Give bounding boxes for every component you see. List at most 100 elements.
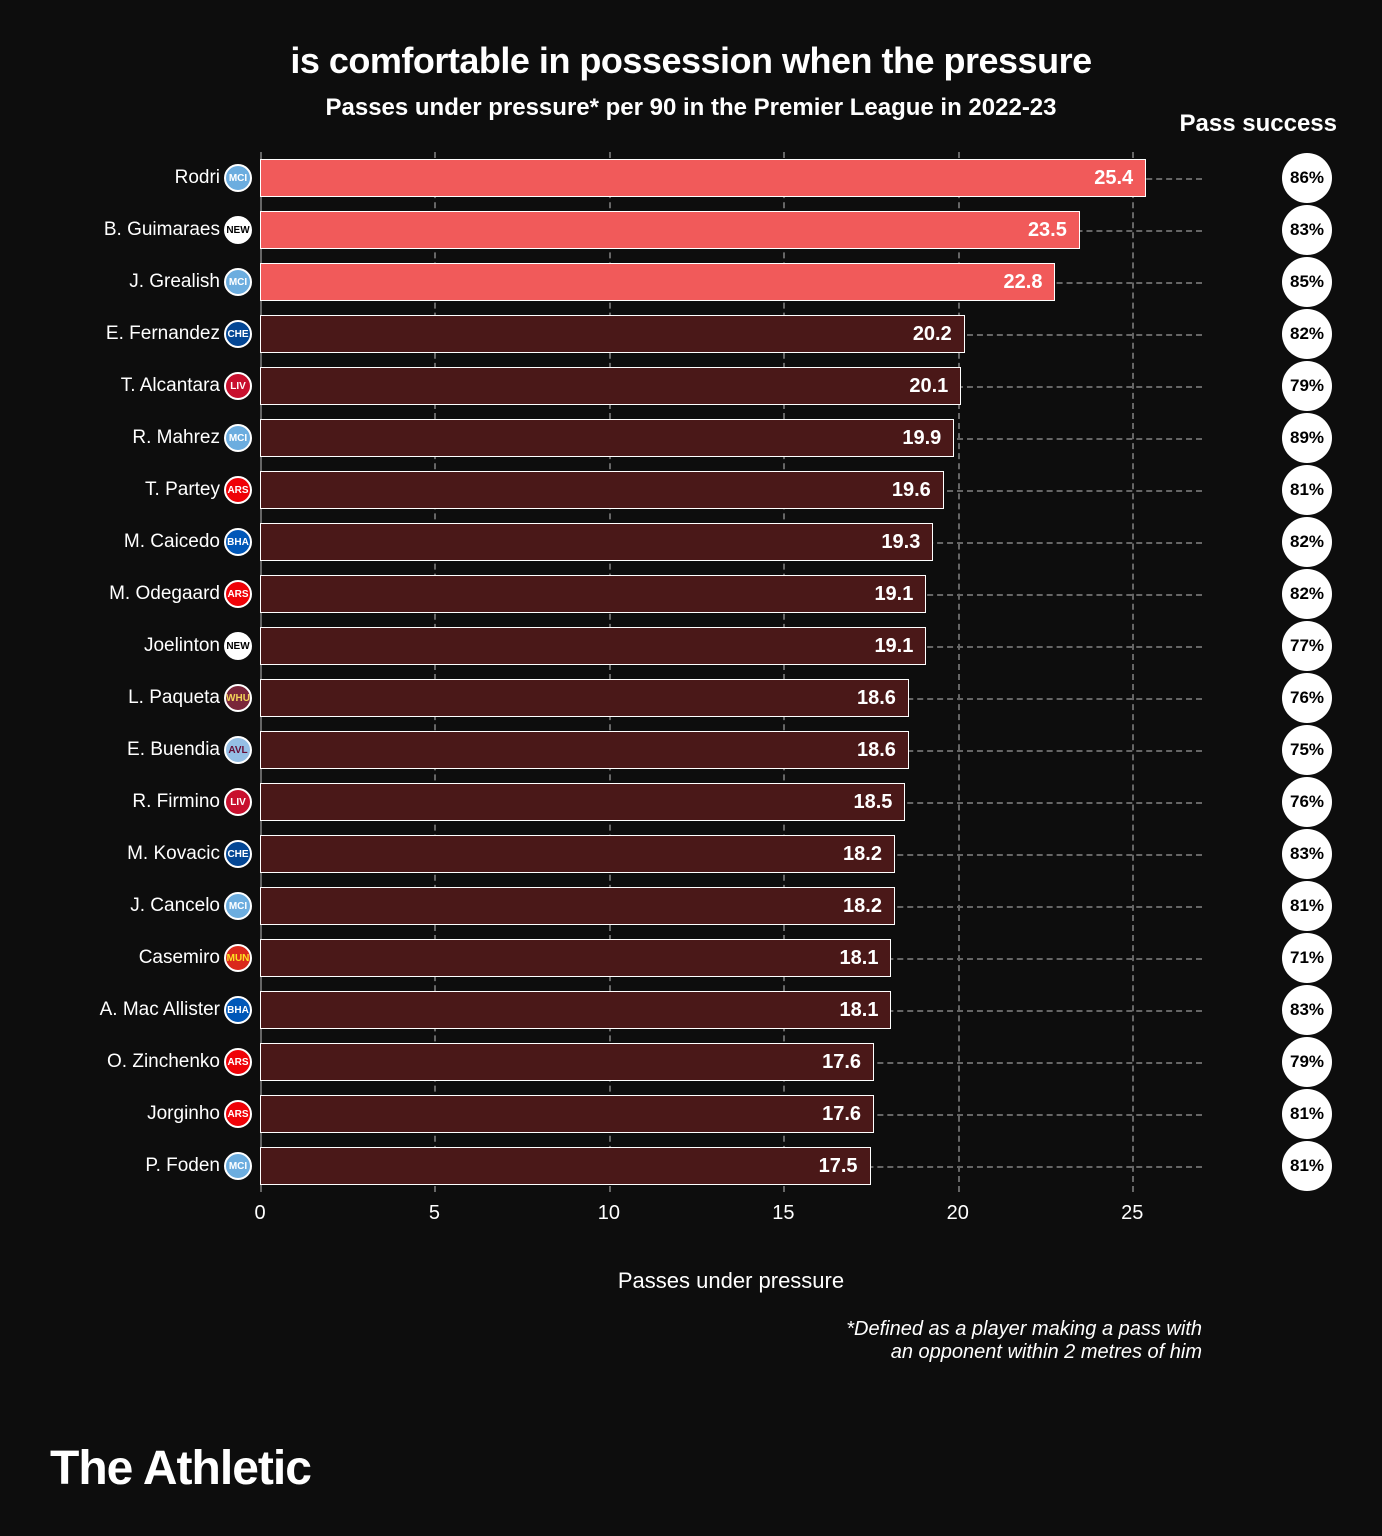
- club-badge-icon: MUN: [224, 944, 252, 972]
- club-badge-icon: BHA: [224, 528, 252, 556]
- pass-success-badge: 81%: [1282, 1089, 1332, 1139]
- player-name: T. Alcantara: [60, 375, 220, 397]
- player-row: RodriMCI25.486%: [260, 152, 1202, 204]
- x-tick-label: 15: [772, 1202, 794, 1225]
- player-name: A. Mac Allister: [60, 999, 220, 1021]
- club-badge-icon: MCI: [224, 164, 252, 192]
- club-badge-icon: NEW: [224, 216, 252, 244]
- club-badge-icon: WHU: [224, 684, 252, 712]
- footnote-line: *Defined as a player making a pass with: [260, 1318, 1202, 1341]
- value-bar: 18.5: [260, 783, 905, 821]
- pass-success-badge: 83%: [1282, 205, 1332, 255]
- pass-success-badge: 82%: [1282, 569, 1332, 619]
- player-name: E. Fernandez: [60, 323, 220, 345]
- player-name: M. Odegaard: [60, 583, 220, 605]
- x-axis-label: Passes under pressure: [260, 1268, 1202, 1294]
- club-badge-icon: BHA: [224, 996, 252, 1024]
- chart-footnote: *Defined as a player making a pass with …: [260, 1318, 1202, 1364]
- pass-success-badge: 81%: [1282, 1141, 1332, 1191]
- player-row: T. ParteyARS19.681%: [260, 464, 1202, 516]
- x-tick-label: 25: [1121, 1202, 1143, 1225]
- pass-success-badge: 81%: [1282, 881, 1332, 931]
- player-name: Casemiro: [60, 947, 220, 969]
- pass-success-badge: 79%: [1282, 361, 1332, 411]
- pass-success-badge: 83%: [1282, 985, 1332, 1035]
- chart-area: Pass success RodriMCI25.486%B. Guimaraes…: [260, 152, 1202, 1364]
- player-name: Joelinton: [60, 635, 220, 657]
- club-badge-icon: AVL: [224, 736, 252, 764]
- value-bar: 18.6: [260, 731, 909, 769]
- x-axis: 0510152025: [260, 1202, 1202, 1252]
- pass-success-badge: 81%: [1282, 465, 1332, 515]
- pass-success-badge: 71%: [1282, 933, 1332, 983]
- pass-success-badge: 77%: [1282, 621, 1332, 671]
- player-name: R. Firmino: [60, 791, 220, 813]
- player-row: J. CanceloMCI18.281%: [260, 880, 1202, 932]
- value-bar: 22.8: [260, 263, 1055, 301]
- value-bar: 19.6: [260, 471, 944, 509]
- player-row: JoelintonNEW19.177%: [260, 620, 1202, 672]
- player-name: M. Caicedo: [60, 531, 220, 553]
- player-name: Jorginho: [60, 1103, 220, 1125]
- pass-success-header: Pass success: [1180, 110, 1337, 138]
- value-bar: 17.5: [260, 1147, 871, 1185]
- x-tick-label: 10: [598, 1202, 620, 1225]
- x-tick-label: 5: [429, 1202, 440, 1225]
- pass-success-badge: 76%: [1282, 673, 1332, 723]
- player-row: L. PaquetaWHU18.676%: [260, 672, 1202, 724]
- player-name: J. Cancelo: [60, 895, 220, 917]
- value-bar: 18.2: [260, 835, 895, 873]
- club-badge-icon: ARS: [224, 580, 252, 608]
- club-badge-icon: MCI: [224, 268, 252, 296]
- footnote-line: an opponent within 2 metres of him: [260, 1341, 1202, 1364]
- club-badge-icon: LIV: [224, 788, 252, 816]
- player-name: B. Guimaraes: [60, 219, 220, 241]
- player-name: E. Buendia: [60, 739, 220, 761]
- value-bar: 18.1: [260, 991, 891, 1029]
- value-bar: 18.2: [260, 887, 895, 925]
- pass-success-badge: 85%: [1282, 257, 1332, 307]
- player-name: J. Grealish: [60, 271, 220, 293]
- club-badge-icon: MCI: [224, 1152, 252, 1180]
- pass-success-badge: 76%: [1282, 777, 1332, 827]
- value-bar: 18.6: [260, 679, 909, 717]
- player-row: B. GuimaraesNEW23.583%: [260, 204, 1202, 256]
- pass-success-badge: 82%: [1282, 309, 1332, 359]
- x-tick-label: 0: [254, 1202, 265, 1225]
- club-badge-icon: LIV: [224, 372, 252, 400]
- player-name: P. Foden: [60, 1155, 220, 1177]
- player-name: Rodri: [60, 167, 220, 189]
- value-bar: 19.1: [260, 575, 926, 613]
- player-row: R. MahrezMCI19.989%: [260, 412, 1202, 464]
- value-bar: 23.5: [260, 211, 1080, 249]
- player-row: O. ZinchenkoARS17.679%: [260, 1036, 1202, 1088]
- pass-success-badge: 79%: [1282, 1037, 1332, 1087]
- value-bar: 19.1: [260, 627, 926, 665]
- value-bar: 19.3: [260, 523, 933, 561]
- player-row: R. FirminoLIV18.576%: [260, 776, 1202, 828]
- player-row: J. GrealishMCI22.885%: [260, 256, 1202, 308]
- brand-logo: The Athletic: [50, 1441, 311, 1496]
- player-name: T. Partey: [60, 479, 220, 501]
- player-row: P. FodenMCI17.581%: [260, 1140, 1202, 1192]
- player-name: L. Paqueta: [60, 687, 220, 709]
- club-badge-icon: ARS: [224, 476, 252, 504]
- value-bar: 20.1: [260, 367, 961, 405]
- value-bar: 18.1: [260, 939, 891, 977]
- value-bar: 25.4: [260, 159, 1146, 197]
- player-name: R. Mahrez: [60, 427, 220, 449]
- chart-title: is comfortable in possession when the pr…: [60, 40, 1322, 82]
- x-tick-label: 20: [947, 1202, 969, 1225]
- player-row: JorginhoARS17.681%: [260, 1088, 1202, 1140]
- pass-success-badge: 75%: [1282, 725, 1332, 775]
- pass-success-badge: 89%: [1282, 413, 1332, 463]
- club-badge-icon: CHE: [224, 840, 252, 868]
- club-badge-icon: MCI: [224, 892, 252, 920]
- player-row: M. CaicedoBHA19.382%: [260, 516, 1202, 568]
- player-name: O. Zinchenko: [60, 1051, 220, 1073]
- player-row: CasemiroMUN18.171%: [260, 932, 1202, 984]
- player-row: M. OdegaardARS19.182%: [260, 568, 1202, 620]
- club-badge-icon: MCI: [224, 424, 252, 452]
- player-row: A. Mac AllisterBHA18.183%: [260, 984, 1202, 1036]
- pass-success-badge: 82%: [1282, 517, 1332, 567]
